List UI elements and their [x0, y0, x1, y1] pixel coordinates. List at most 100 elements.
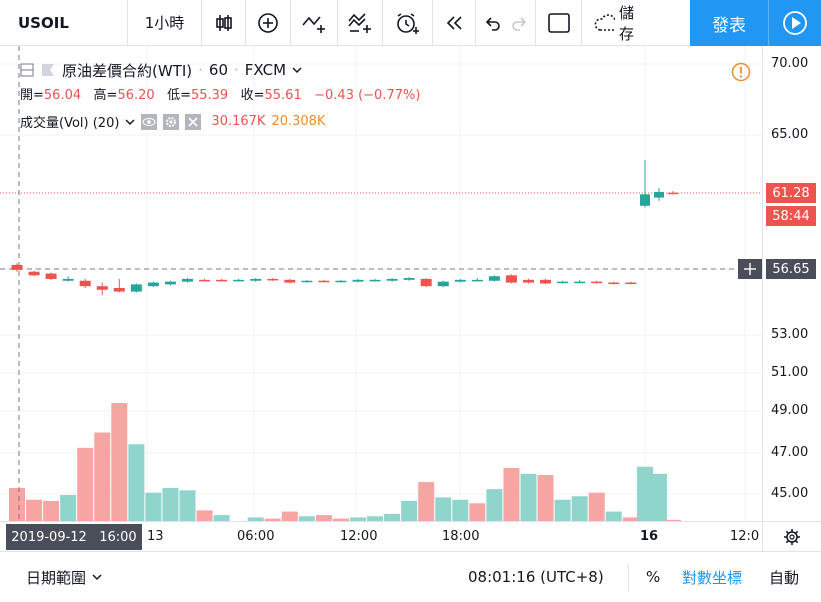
last-price-tag: 61.28: [766, 183, 816, 203]
volume-bar: [179, 490, 196, 521]
alert-button[interactable]: [383, 0, 433, 45]
volume-bar: [264, 518, 281, 521]
candle-body: [574, 281, 586, 284]
eye-icon[interactable]: [141, 113, 158, 130]
candle-body: [471, 279, 483, 282]
templates-icon: [348, 12, 371, 33]
plus-circle-icon: [258, 12, 278, 33]
symbol-title: 原油差價合約(WTI): [62, 61, 193, 80]
time-tick-label: 06:00: [237, 529, 275, 544]
candle-body: [625, 282, 637, 285]
volume-bar: [128, 444, 145, 521]
volume-bar: [350, 517, 366, 521]
time-scale[interactable]: 13 06:00 12:00 18:00 16 12:0 2019-09-12 16:00: [0, 521, 762, 551]
candles-icon: [215, 14, 232, 31]
price-tick-label: 70.00: [771, 56, 809, 71]
low-label: 低=: [167, 88, 191, 103]
time-tick-label: 16: [640, 529, 659, 544]
candle-body: [284, 279, 296, 283]
candle-body: [591, 281, 603, 284]
close-value: 55.61: [264, 88, 302, 103]
volume-bar: [435, 497, 452, 521]
log-scale-toggle[interactable]: 對數坐標: [682, 568, 743, 587]
date-range-button[interactable]: 日期範圍: [26, 567, 102, 588]
high-value: 56.20: [117, 88, 155, 103]
collapse-legend-icon[interactable]: [20, 63, 34, 77]
chart-settings-button[interactable]: [762, 521, 821, 551]
templates-button[interactable]: [338, 0, 383, 45]
volume-bar: [665, 519, 681, 521]
add-level-button[interactable]: [738, 259, 762, 279]
ohlc-values: 開=56.04 高=56.20 低=55.39 收=55.61 −0.43 (−…: [20, 84, 420, 103]
candle-body: [11, 264, 23, 270]
chart-pane[interactable]: [0, 46, 762, 521]
candle-body: [403, 278, 415, 280]
replay-button[interactable]: [433, 0, 476, 45]
candle-body: [267, 278, 279, 281]
volume-label[interactable]: 成交量(Vol) (20): [20, 116, 120, 131]
time-tick-label: 13: [147, 529, 164, 544]
volume-bar: [588, 492, 605, 521]
chart-type-button[interactable]: [202, 0, 246, 45]
gear-icon[interactable]: [163, 113, 180, 130]
crosshair-price-tag: 56.65: [766, 259, 816, 279]
candle-body: [130, 284, 142, 292]
symbol-search-button[interactable]: USOIL: [0, 0, 128, 45]
volume-bar: [622, 517, 639, 521]
volume-bar: [571, 496, 588, 521]
volume-bar: [503, 467, 520, 521]
crosshair-time-tag: 2019-09-12 16:00: [6, 524, 142, 550]
candle-body: [654, 191, 664, 198]
legend-separator: ·: [234, 61, 239, 79]
candle-body: [488, 276, 500, 281]
save-button[interactable]: 儲存: [582, 0, 642, 45]
alarm-clock-icon: [396, 12, 419, 34]
close-icon[interactable]: [185, 113, 202, 130]
candle-body: [45, 273, 57, 279]
candle-body: [199, 279, 211, 282]
volume-bar: [486, 489, 503, 521]
candle-body: [164, 281, 176, 285]
percent-scale-toggle[interactable]: %: [646, 568, 661, 586]
rewind-icon: [446, 15, 462, 30]
compare-button[interactable]: [246, 0, 291, 45]
play-button[interactable]: [768, 0, 821, 46]
price-tick-label: 45.00: [771, 486, 809, 501]
play-circle-icon: [783, 11, 807, 35]
chevron-down-icon[interactable]: [125, 117, 135, 127]
legend-exchange[interactable]: FXCM: [244, 61, 287, 79]
gear-icon: [784, 528, 800, 545]
interval-button[interactable]: 1小時: [128, 0, 202, 45]
legend-separator: ·: [198, 61, 203, 79]
clock-button[interactable]: 08:01:16 (UTC+8): [468, 568, 604, 586]
candle-body: [369, 279, 381, 282]
candle-body: [454, 279, 466, 282]
chevron-down-icon[interactable]: [292, 65, 302, 75]
candle-body: [318, 280, 330, 283]
plus-icon: [744, 263, 756, 275]
warning-icon[interactable]: [731, 62, 751, 82]
price-tick-label: 65.00: [771, 127, 809, 142]
time-tick-label: 12:00: [340, 529, 378, 544]
candle-body: [352, 279, 364, 282]
auto-scale-toggle[interactable]: 自動: [769, 568, 800, 587]
undo-icon[interactable]: [483, 14, 501, 32]
fullscreen-button[interactable]: [536, 0, 582, 45]
save-label: 儲存: [619, 3, 635, 43]
candle-body: [668, 192, 678, 195]
volume-bar: [637, 466, 653, 521]
bottom-toolbar: 日期範圍 08:01:16 (UTC+8) % 對數坐標 自動: [0, 551, 821, 602]
price-chart[interactable]: [0, 46, 762, 521]
price-scale[interactable]: 70.00 65.00 53.00 51.00 49.00 47.00 45.00: [762, 46, 821, 521]
volume-bar: [384, 513, 401, 521]
volume-bar: [247, 517, 264, 521]
time-tick-label: 18:00: [442, 529, 480, 544]
candle-body: [523, 279, 534, 283]
volume-bar: [651, 473, 667, 521]
publish-button[interactable]: 發表: [690, 0, 768, 46]
redo-icon[interactable]: [511, 14, 529, 32]
flag-icon[interactable]: [40, 62, 56, 78]
chart-legend: 原油差價合約(WTI) · 60 · FXCM 開=56.04 高=56.20 …: [20, 58, 420, 131]
price-tick-label: 53.00: [771, 327, 809, 342]
indicators-button[interactable]: [291, 0, 338, 45]
